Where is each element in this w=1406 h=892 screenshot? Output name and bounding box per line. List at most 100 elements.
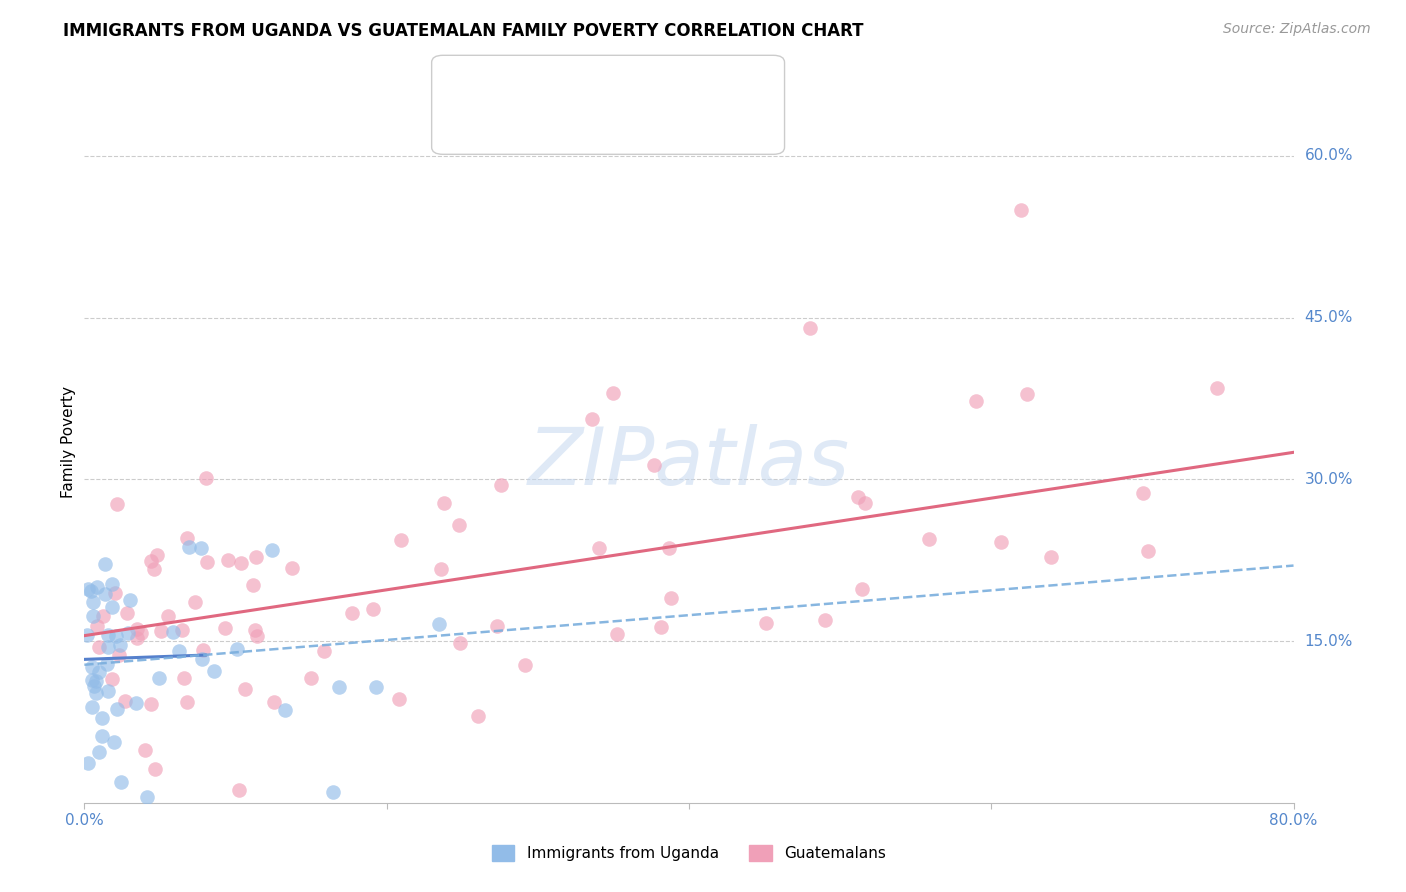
Point: [94, 586, 117, 600]
Text: 30.0%: 30.0%: [1305, 472, 1353, 487]
Point: [148, 671, 170, 685]
Point: [108, 648, 131, 662]
Text: N =: N =: [636, 120, 669, 134]
Point: [814, 613, 837, 627]
Point: [80, 660, 103, 674]
Text: 45.0%: 45.0%: [1305, 310, 1353, 325]
Point: [1039, 549, 1062, 564]
Point: [190, 541, 212, 556]
Point: [82, 609, 104, 624]
Text: R =: R =: [502, 120, 536, 134]
Text: Source: ZipAtlas.com: Source: ZipAtlas.com: [1223, 22, 1371, 37]
Point: [225, 641, 247, 656]
Point: [183, 595, 205, 609]
Point: [127, 631, 149, 645]
Text: 48: 48: [682, 87, 703, 101]
Point: [89, 640, 111, 654]
Text: 0.401: 0.401: [548, 120, 596, 134]
Point: [432, 496, 454, 510]
Point: [77, 756, 100, 770]
Point: [581, 412, 603, 426]
Point: [100, 577, 122, 591]
Point: [86, 685, 108, 699]
Point: [361, 602, 384, 616]
Point: [143, 562, 166, 576]
Point: [115, 606, 138, 620]
Point: [754, 615, 776, 630]
Point: [799, 321, 821, 335]
Point: [990, 534, 1012, 549]
Point: [80, 673, 103, 688]
Point: [86, 673, 108, 688]
Point: [76, 628, 98, 642]
Point: [658, 541, 681, 555]
Text: 73: 73: [682, 120, 703, 134]
Point: [1132, 486, 1154, 500]
Point: [202, 664, 225, 678]
Text: 15.0%: 15.0%: [1305, 633, 1353, 648]
Point: [389, 533, 412, 548]
Point: [173, 671, 195, 685]
Point: [93, 608, 115, 623]
Point: [245, 549, 267, 564]
Point: [86, 619, 108, 633]
FancyBboxPatch shape: [454, 112, 491, 141]
Point: [918, 532, 941, 546]
Point: [328, 680, 350, 694]
Point: [314, 644, 336, 658]
Point: [485, 619, 508, 633]
Point: [430, 561, 453, 575]
Point: [851, 582, 873, 596]
Point: [263, 695, 285, 709]
Point: [150, 624, 173, 639]
Point: [853, 496, 876, 510]
Point: [157, 609, 180, 624]
Point: [388, 691, 411, 706]
Point: [105, 702, 128, 716]
Text: 60.0%: 60.0%: [1305, 148, 1353, 163]
Point: [643, 458, 665, 472]
Legend: Immigrants from Uganda, Guatemalans: Immigrants from Uganda, Guatemalans: [485, 839, 893, 867]
Point: [274, 703, 297, 717]
Point: [134, 742, 156, 756]
Point: [229, 556, 252, 570]
Point: [242, 578, 264, 592]
FancyBboxPatch shape: [454, 79, 491, 108]
Point: [117, 625, 139, 640]
Text: N =: N =: [636, 87, 669, 101]
Point: [467, 708, 489, 723]
Point: [588, 541, 610, 555]
Point: [97, 640, 120, 654]
Point: [299, 671, 322, 685]
Point: [170, 623, 193, 637]
Point: [89, 745, 111, 759]
Point: [101, 599, 124, 614]
Point: [89, 665, 111, 679]
Point: [96, 657, 118, 671]
Point: [195, 555, 218, 569]
Point: [513, 657, 536, 672]
Point: [342, 606, 364, 620]
Point: [110, 775, 132, 789]
Point: [143, 762, 166, 776]
Point: [105, 629, 128, 643]
Point: [191, 651, 214, 665]
Point: [661, 591, 683, 605]
Text: ZIPatlas: ZIPatlas: [527, 425, 851, 502]
Point: [120, 593, 142, 607]
Point: [82, 595, 104, 609]
Point: [1136, 543, 1159, 558]
Point: [427, 617, 450, 632]
Point: [93, 557, 115, 571]
Point: [245, 624, 267, 638]
Point: [321, 784, 343, 798]
Point: [650, 620, 672, 634]
Point: [260, 543, 283, 558]
Point: [364, 681, 387, 695]
Point: [104, 586, 127, 600]
Point: [176, 531, 198, 545]
Point: [194, 471, 217, 485]
Point: [90, 711, 112, 725]
Point: [125, 622, 148, 636]
Point: [606, 627, 628, 641]
